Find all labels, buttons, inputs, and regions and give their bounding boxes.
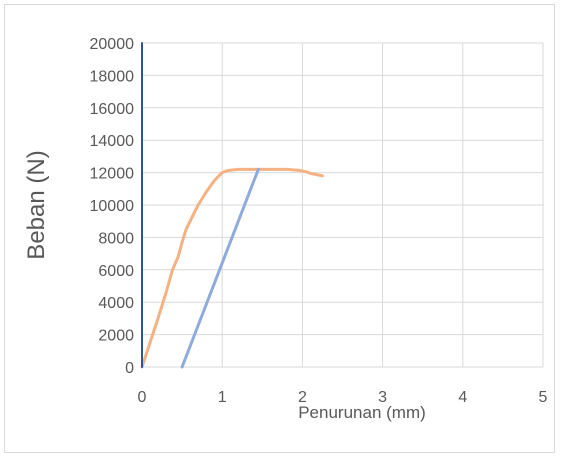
y-tick-label: 16000 (90, 101, 135, 118)
y-tick-label: 18000 (90, 68, 135, 85)
y-tick-labels: 0 2000 4000 6000 8000 10000 12000 14000 16000 180… (90, 36, 135, 377)
unloading-line (180, 167, 260, 369)
x-axis-title: Penurunan (mm) (298, 403, 426, 422)
x-tick-labels: 0 1 2 3 4 5 (138, 389, 548, 406)
x-tick-label: 2 (298, 389, 307, 406)
y-tick-label: 6000 (98, 263, 134, 280)
y-axis-title: Beban (N) (23, 150, 50, 259)
y-tick-label: 12000 (90, 166, 135, 183)
load-curve-line (140, 167, 324, 369)
x-tick-label: 0 (138, 389, 147, 406)
y-tick-label: 2000 (98, 328, 134, 345)
x-tick-label: 3 (378, 389, 387, 406)
x-tick-label: 1 (218, 389, 227, 406)
y-tick-label: 4000 (98, 295, 134, 312)
y-tick-label: 0 (125, 360, 134, 377)
y-tick-label: 10000 (90, 198, 135, 215)
gridlines (142, 42, 544, 367)
y-tick-label: 8000 (98, 230, 134, 247)
x-tick-label: 4 (458, 389, 467, 406)
x-tick-label: 5 (539, 389, 548, 406)
series-lines (140, 42, 324, 369)
y-tick-label: 20000 (90, 36, 135, 53)
y-tick-label: 14000 (90, 133, 135, 150)
